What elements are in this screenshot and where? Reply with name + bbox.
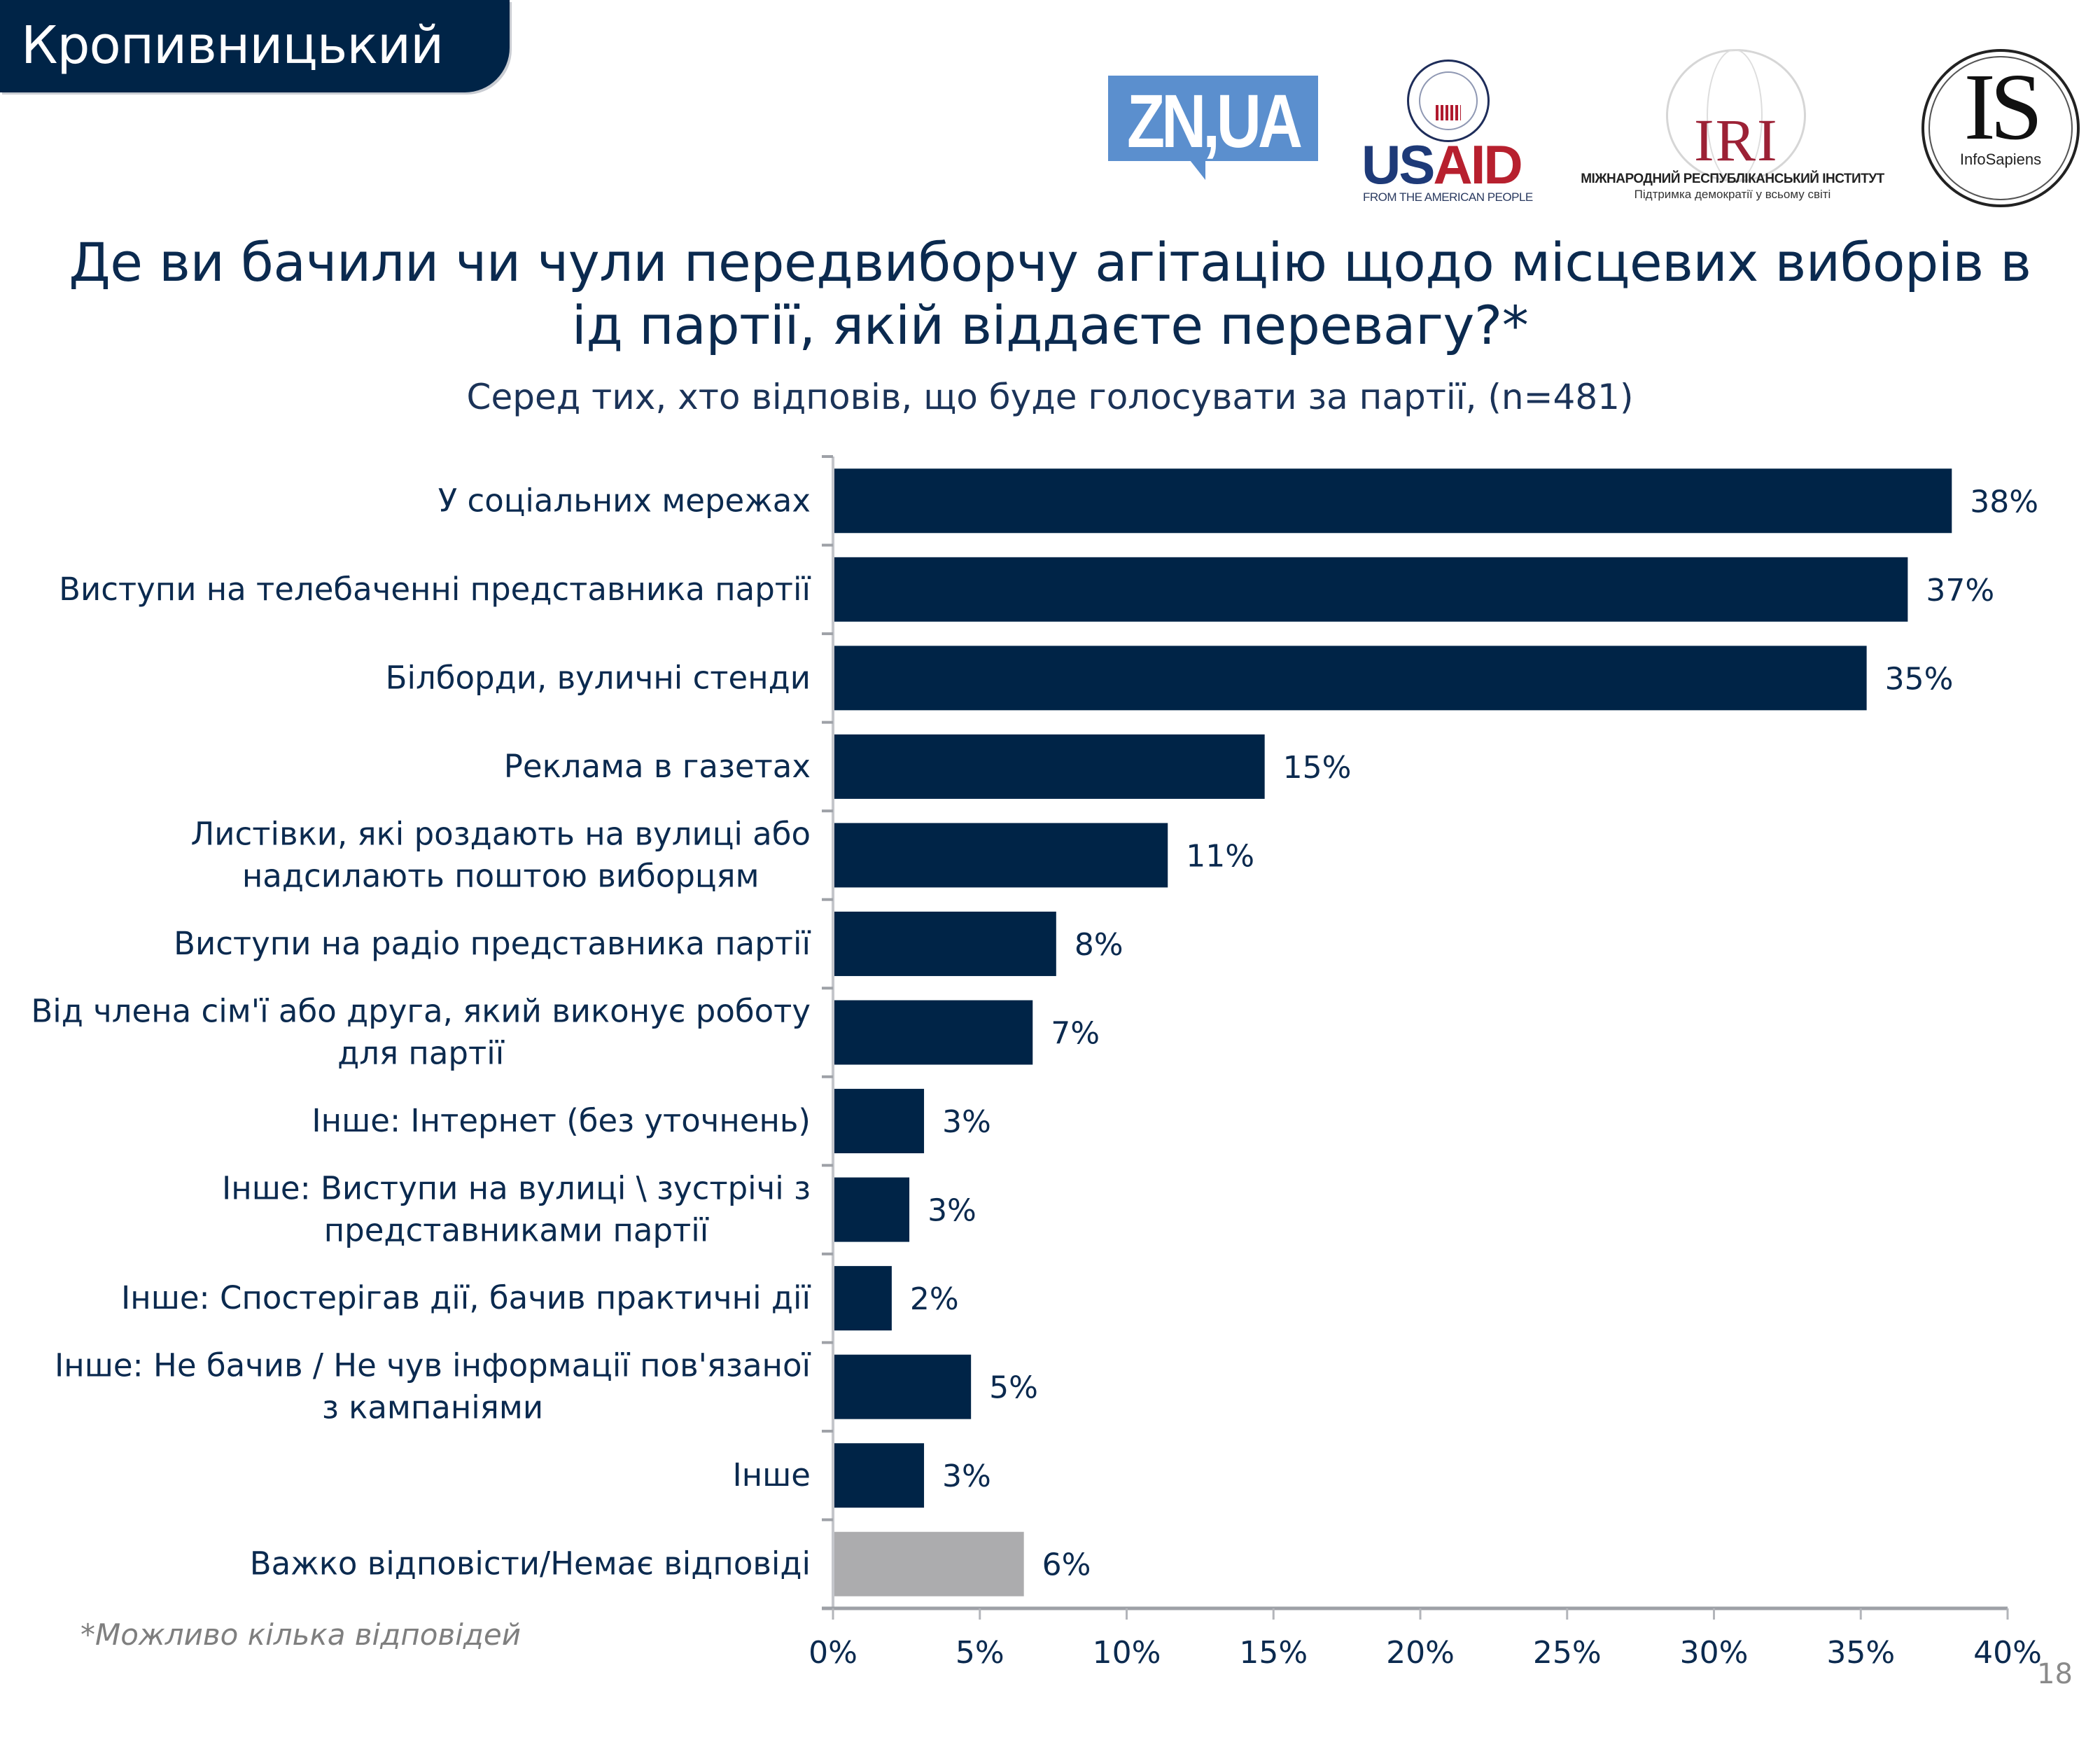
category-label-line: Листівки, які роздають на вулиці або bbox=[190, 815, 811, 852]
bar bbox=[834, 1177, 910, 1242]
value-label: 8% bbox=[1074, 927, 1124, 963]
value-label: 11% bbox=[1186, 838, 1254, 874]
category-label: Інше: Інтернет (без уточнень) bbox=[312, 1102, 811, 1139]
iri-logo: IRI bbox=[1694, 106, 1779, 174]
value-label: 3% bbox=[942, 1459, 991, 1494]
x-tick-label: 40% bbox=[1973, 1635, 2042, 1671]
category-label-line: Від члена сім'ї або друга, який виконує … bbox=[31, 993, 811, 1030]
iri-name: МІЖНАРОДНИЙ РЕСПУБЛІКАНСЬКИЙ ІНСТИТУТ bbox=[1581, 172, 1884, 186]
value-label: 37% bbox=[1926, 573, 1994, 608]
category-label: У соціальних мережах bbox=[438, 482, 811, 519]
bar bbox=[834, 1354, 972, 1419]
category-label-line: Інше: Інтернет (без уточнень) bbox=[312, 1102, 811, 1139]
category-label: Інше bbox=[732, 1456, 811, 1494]
chart-title-line-1: Де ви бачили чи чули передвиборчу агітац… bbox=[69, 231, 2031, 293]
value-label: 38% bbox=[1970, 484, 2038, 520]
usaid-logo: USAID bbox=[1362, 137, 1544, 193]
value-label: 5% bbox=[989, 1370, 1038, 1406]
category-label-line: Інше bbox=[732, 1456, 811, 1494]
value-label: 35% bbox=[1885, 661, 1954, 697]
category-label-line: Важко відповісти/Немає відповіді bbox=[250, 1545, 811, 1582]
value-label: 2% bbox=[910, 1281, 959, 1317]
axes: 0% 5% 10% 15% 20% 25% 30% 35% 40% bbox=[808, 455, 2042, 1671]
chart-title-line-2: ід партії, якій віддаєте перевагу?* bbox=[571, 294, 1529, 356]
bar bbox=[834, 468, 1952, 534]
usaid-tagline: FROM THE AMERICAN PEOPLE bbox=[1363, 190, 1533, 204]
bar bbox=[834, 1266, 892, 1331]
zn-ua-logo-speech-tail-icon bbox=[1190, 160, 1205, 180]
usaid-logo-aid: AID bbox=[1433, 134, 1522, 195]
category-label-line: Інше: Виступи на вулиці \ зустрічі з bbox=[222, 1170, 811, 1207]
bar bbox=[834, 646, 1867, 711]
category-label-line: У соціальних мережах bbox=[438, 482, 811, 519]
category-label-line: Інше: Спостерігав дії, бачив практичні д… bbox=[121, 1279, 811, 1316]
category-label: Білборди, вуличні стенди bbox=[386, 659, 811, 696]
category-label: Інше: Виступи на вулиці \ зустрічі з пред… bbox=[222, 1170, 811, 1249]
bar bbox=[834, 1531, 1024, 1596]
category-label: Інше: Не бачив / Не чув інформації пов'я… bbox=[55, 1347, 811, 1426]
bar bbox=[834, 557, 1908, 622]
page-number: 18 bbox=[2037, 1658, 2073, 1690]
zn-ua-logo: ZN,UA bbox=[1108, 76, 1318, 163]
infosapiens-logo: IS bbox=[1963, 55, 2043, 160]
category-label: Виступи на телебаченні представника парт… bbox=[59, 571, 811, 608]
bar bbox=[834, 1000, 1033, 1065]
city-banner: Кропивницький bbox=[0, 0, 510, 92]
value-label: 6% bbox=[1042, 1547, 1091, 1583]
chart-subtitle: Серед тих, хто відповів, що буде голосув… bbox=[466, 377, 1634, 417]
x-tick-label: 20% bbox=[1386, 1635, 1455, 1671]
category-label: Від члена сім'ї або друга, який виконує … bbox=[31, 993, 811, 1072]
category-label-line: Білборди, вуличні стенди bbox=[386, 659, 811, 696]
x-tick-label: 25% bbox=[1533, 1635, 1602, 1671]
iri-tagline: Підтримка демократії у всьому світі bbox=[1634, 188, 1831, 201]
category-label: Листівки, які роздають на вулиці або надс… bbox=[190, 815, 811, 894]
bar bbox=[834, 1089, 925, 1154]
infosapiens-name: InfoSapiens bbox=[1959, 151, 2042, 168]
city-name: Кропивницький bbox=[21, 15, 444, 76]
iri-globe-icon bbox=[1666, 49, 1806, 182]
x-tick-label: 0% bbox=[808, 1635, 858, 1671]
category-label-line: представниками партії bbox=[324, 1212, 709, 1249]
value-label: 15% bbox=[1283, 750, 1352, 786]
x-tick-label: 15% bbox=[1239, 1635, 1308, 1671]
category-label-line: Інше: Не бачив / Не чув інформації пов'я… bbox=[55, 1347, 811, 1384]
category-label-line: Реклама в газетах bbox=[504, 748, 811, 785]
bar bbox=[834, 911, 1056, 976]
category-label: Виступи на радіо представника партії bbox=[174, 925, 811, 962]
category-label-line: Виступи на радіо представника партії bbox=[174, 925, 811, 962]
x-tick-label: 30% bbox=[1680, 1635, 1749, 1671]
category-label-line: з кампаніями bbox=[322, 1389, 543, 1426]
footnote: *Можливо кілька відповідей bbox=[80, 1617, 522, 1652]
x-tick-label: 5% bbox=[955, 1635, 1004, 1671]
bar bbox=[834, 1443, 925, 1508]
x-tick-label: 10% bbox=[1093, 1635, 1161, 1671]
category-label-line: надсилають поштою виборцям bbox=[242, 857, 760, 894]
zn-ua-logo-text: ZN,UA bbox=[1127, 78, 1303, 163]
value-label: 3% bbox=[942, 1104, 991, 1140]
category-label-line: для партії bbox=[337, 1035, 505, 1072]
category-label: Важко відповісти/Немає відповіді bbox=[250, 1545, 811, 1582]
usaid-seal-icon bbox=[1407, 60, 1490, 142]
value-label: 3% bbox=[927, 1193, 976, 1229]
value-label: 7% bbox=[1051, 1016, 1100, 1052]
usaid-logo-us: US bbox=[1362, 134, 1435, 195]
category-label: Інше: Спостерігав дії, бачив практичні д… bbox=[121, 1279, 811, 1316]
category-label: Реклама в газетах bbox=[504, 748, 811, 785]
bar bbox=[834, 734, 1265, 799]
bar bbox=[834, 823, 1168, 888]
bars-layer bbox=[834, 468, 1952, 1596]
x-tick-label: 35% bbox=[1826, 1635, 1895, 1671]
value-labels: 38% 37% 35% 15% 11% 8% 7% 3% 3% 2% 5% 3% 6% bbox=[910, 484, 2038, 1582]
category-labels: У соціальних мережах Виступи на телебачен… bbox=[31, 482, 811, 1582]
category-label-line: Виступи на телебаченні представника парт… bbox=[59, 571, 811, 608]
infosapiens-circle-icon bbox=[1921, 49, 2080, 207]
